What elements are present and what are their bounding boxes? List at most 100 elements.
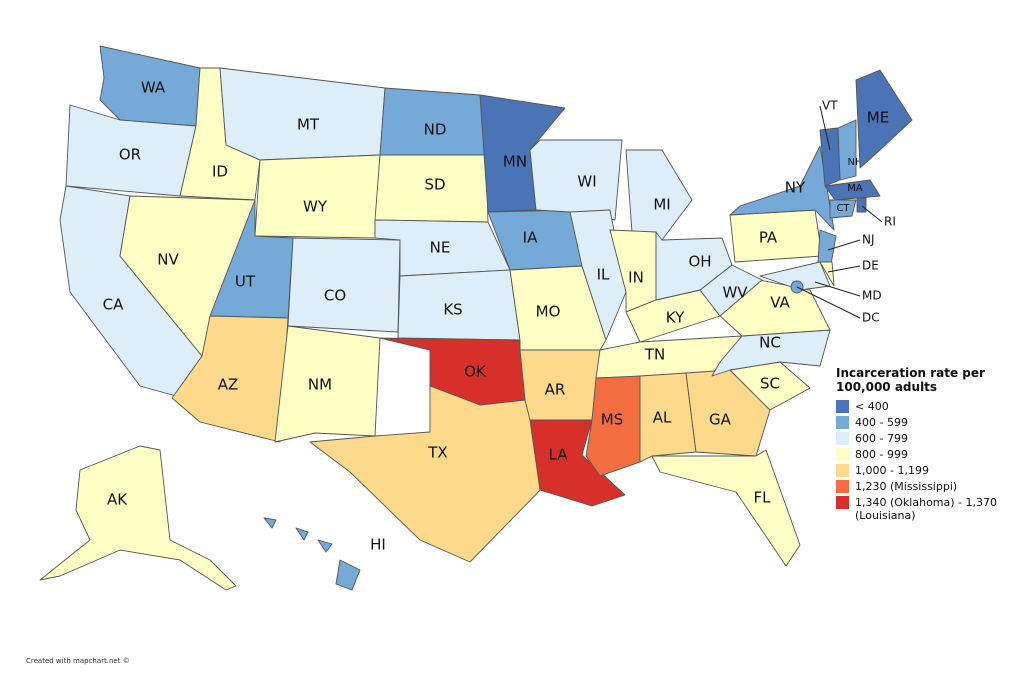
state-label: GA: [709, 411, 732, 429]
state-shape: [759, 261, 831, 291]
state-shape: [39, 445, 237, 591]
state: OH: [655, 231, 733, 301]
state: AK: [39, 445, 237, 591]
legend-swatch: [836, 480, 849, 493]
leader-line: [819, 105, 831, 151]
state: SD: [374, 154, 489, 223]
state: ME: [855, 69, 913, 169]
state-label: AR: [545, 381, 566, 399]
leader-line: [796, 286, 861, 319]
legend-swatch: [836, 464, 849, 477]
legend-label: 1,340 (Oklahoma) - 1,370 (Louisiana): [855, 496, 998, 522]
state: IN: [609, 229, 657, 313]
state-label: WI: [577, 173, 596, 191]
state-label: CO: [324, 287, 346, 305]
legend-item: 600 - 799: [836, 432, 1014, 445]
state-label: MO: [536, 303, 561, 321]
legend-label: < 400: [855, 400, 889, 413]
state-label: FL: [754, 489, 772, 507]
state-shape: [651, 449, 801, 567]
state-label: UT: [235, 273, 256, 291]
credit: Created with mapchart.net ©: [26, 657, 130, 665]
state-shape: [837, 119, 857, 181]
legend-item: 400 - 599: [836, 416, 1014, 429]
state-label: IN: [628, 269, 644, 287]
state-label: OR: [119, 146, 141, 164]
state-label: IA: [523, 229, 538, 247]
state: NM: [274, 325, 381, 443]
legend-swatch: [836, 448, 849, 461]
state-label: NE: [430, 239, 451, 257]
leader-line: [861, 205, 883, 223]
state-label: LA: [549, 446, 569, 464]
state: MO: [509, 265, 607, 351]
state: DC: [790, 280, 880, 325]
state-shape: [317, 539, 333, 553]
state: ND: [379, 87, 487, 156]
state-label: MS: [601, 411, 623, 429]
state: MT: [219, 67, 386, 161]
state-label: MA: [847, 183, 863, 194]
state-shape: [824, 179, 881, 201]
state-label: ME: [867, 109, 889, 127]
state-shape: [639, 372, 697, 463]
legend-item: 800 - 999: [836, 448, 1014, 461]
state-label: ID: [212, 163, 228, 181]
state: NY: [729, 145, 835, 231]
state-label: KS: [443, 301, 462, 319]
state: HI: [263, 517, 386, 591]
legend-swatch: [836, 400, 849, 413]
legend-item: < 400: [836, 400, 1014, 413]
state-label: TN: [644, 346, 665, 364]
state-label: WV: [722, 284, 748, 302]
state-shape: [729, 145, 835, 231]
state-label: NM: [308, 376, 332, 394]
state-label: MN: [503, 153, 527, 171]
state-label: AL: [653, 409, 672, 427]
state: CO: [287, 237, 401, 333]
state-label: SD: [424, 176, 445, 194]
state-label: OH: [688, 253, 711, 271]
state-shape: [295, 527, 309, 541]
state-label: WA: [141, 79, 166, 97]
state-label: NY: [785, 179, 806, 197]
leader-line: [827, 265, 861, 273]
legend-label: 400 - 599: [855, 416, 908, 429]
state-label: CT: [836, 203, 850, 214]
state: CT: [829, 199, 857, 219]
state-shape: [625, 149, 693, 241]
state: IA: [487, 209, 583, 271]
state-label: DE: [862, 259, 879, 273]
state-shape: [569, 209, 627, 341]
state-shape: [263, 517, 277, 529]
legend-label: 1,000 - 1,199: [855, 464, 929, 477]
state: NJ: [817, 229, 875, 271]
state: MI: [625, 149, 693, 241]
state-shape: [219, 67, 386, 161]
state-label: WY: [303, 198, 328, 216]
state-shape: [529, 139, 623, 221]
state-label: NV: [157, 251, 179, 269]
legend-swatch: [836, 432, 849, 445]
state: KY: [625, 289, 721, 343]
state: AZ: [171, 315, 289, 443]
state-shape: [171, 315, 289, 443]
state-label: OK: [464, 363, 487, 381]
state-label: IL: [597, 266, 610, 284]
state-shape: [254, 154, 381, 239]
state-label: TX: [427, 444, 447, 462]
legend-item: 1,340 (Oklahoma) - 1,370 (Louisiana): [836, 496, 1014, 522]
state-label: NH: [848, 157, 863, 168]
legend-title: Incarceration rate per 100,000 adults: [836, 366, 985, 394]
state-shape: [829, 199, 857, 219]
state: VA: [719, 279, 831, 337]
state-label: NJ: [862, 233, 875, 247]
leader-line: [814, 281, 861, 297]
state: WI: [529, 139, 623, 221]
state: AL: [639, 372, 697, 463]
state-shape: [274, 325, 381, 443]
state-label: AK: [107, 491, 128, 509]
state-label: VT: [822, 99, 838, 113]
state-label: SC: [760, 375, 780, 393]
